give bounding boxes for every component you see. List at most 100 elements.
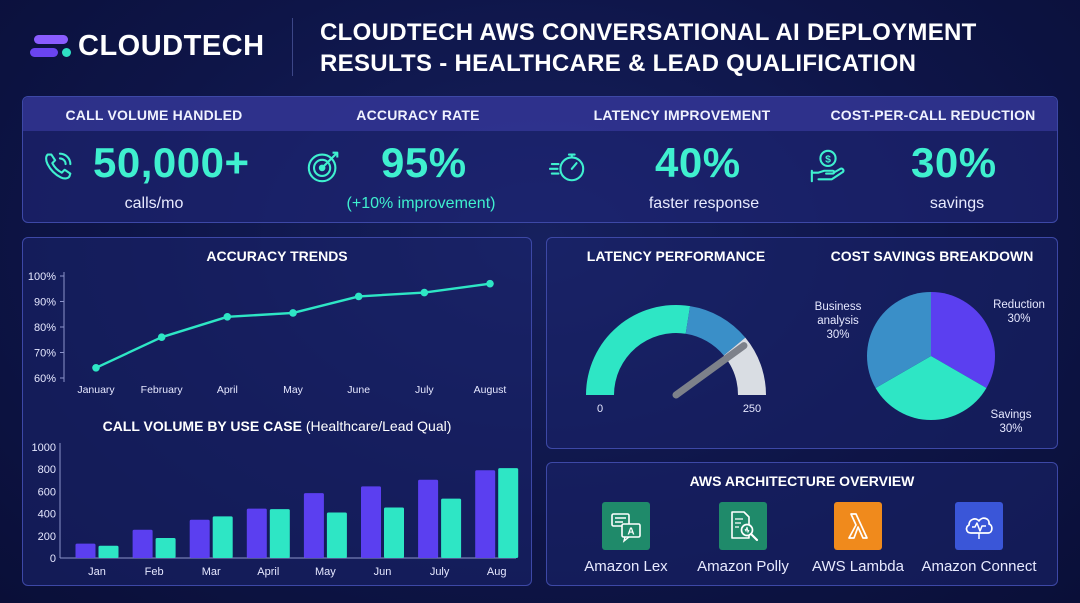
pie-label-reduction-pct: 30% [1007,313,1030,325]
brand-name: CLOUDTECH [78,29,265,62]
kpi-call-volume: CALL VOLUME HANDLED 50,000+ calls/mo [25,97,283,222]
gauge-segment-2 [685,306,746,356]
svg-text:A: A [627,527,634,538]
bar-series-2 [441,498,462,558]
kpi-value: 95% [381,139,467,186]
kpi-subtext: faster response [648,195,760,212]
x-tick-label: May [283,384,304,396]
call-volume-title-sub: (Healthcare/Lead Qual) [305,418,452,434]
kpi-label: COST-PER-CALL REDUCTION [830,107,1036,123]
arch-item-aws-lambda: AWS Lambda [793,502,923,575]
call-volume-bar-chart: 0 200 400 600 800 1000 Jan Feb Mar April May Jun Jul… [32,442,519,578]
amazon-connect-icon [955,502,1003,550]
accuracy-point [223,313,232,321]
accuracy-point [420,288,429,297]
bar-series-1 [361,486,381,558]
call-volume-chart-title: CALL VOLUME BY USE CASE (Healthcare/Lead… [22,418,532,434]
phone-call-icon [45,152,72,180]
accuracy-series-line [95,282,491,369]
x-tick-label: August [474,384,507,396]
x-tick-label: July [430,566,450,578]
accuracy-chart-title: ACCURACY TRENDS [206,248,348,264]
kpi-subtext: (+10% improvement) [346,195,496,212]
bar-series-2 [155,538,176,558]
kpi-value: 40% [655,139,741,186]
gauge-needle [672,342,748,399]
y-tick-label: 80% [34,322,56,334]
cost-savings-pie-chart: Reduction 30% Savings 30% Business analysis 30… [815,292,1045,435]
target-icon [307,151,339,183]
accuracy-line-chart: 60% 70% 80% 90% 100% January February April May J… [28,271,507,396]
bar-series-1 [475,470,496,558]
accuracy-point [289,309,297,317]
bar-series-2 [498,468,519,558]
arch-item-amazon-lex: A Amazon Lex [561,502,691,575]
amazon-polly-icon [719,502,767,550]
pie-slice-2 [875,356,987,420]
gauge-max-label: 250 [743,403,761,415]
pie-label-business: Business [815,301,862,313]
bar-series-1 [75,543,96,558]
arch-item-amazon-polly: Amazon Polly [678,502,808,575]
kpi-header-strip [23,97,1057,131]
gauge-segment-1 [586,305,691,395]
arch-label: AWS Lambda [812,558,904,575]
bar-series-2 [384,507,404,558]
page-title-line-2: RESULTS - HEALTHCARE & LEAD QUALIFICATIO… [320,50,917,77]
page-title: CLOUDTECH AWS CONVERSATIONAL AI DEPLOYME… [320,17,1060,79]
hand-coin-icon: $ [810,149,845,183]
kpi-subtext: calls/mo [124,195,184,212]
x-tick-label: February [141,384,184,396]
kpi-label: CALL VOLUME HANDLED [65,107,243,123]
amazon-lex-icon: A [602,502,650,550]
arch-item-amazon-connect: Amazon Connect [914,502,1044,575]
x-tick-label: July [415,384,434,396]
x-tick-label: April [217,384,238,396]
pie-slice-1 [931,292,995,388]
x-tick-label: Mar [202,566,221,578]
x-tick-label: June [347,384,370,396]
accuracy-point [486,279,494,288]
svg-text:$: $ [825,155,831,166]
x-tick-label: Aug [487,566,507,578]
pie-label-savings: Savings [991,409,1032,421]
arch-label: Amazon Polly [697,558,789,575]
call-volume-title-main: CALL VOLUME BY USE CASE [102,418,302,434]
y-tick-label: 600 [38,486,56,498]
cost-savings-chart-title: COST SAVINGS BREAKDOWN [830,248,1034,264]
header-divider [292,18,293,76]
kpi-label: LATENCY IMPROVEMENT [593,107,771,123]
y-tick-label: 90% [34,297,56,309]
pie-label-business-pct: 30% [826,329,849,341]
pie-label-analysis: analysis [817,315,859,327]
kpi-value: 50,000+ [93,139,250,186]
bar-series-2 [269,509,290,558]
kpi-panel: CALL VOLUME HANDLED 50,000+ calls/mo ACC… [22,96,1058,223]
kpi-cost-reduction: COST-PER-CALL REDUCTION $ 30% savings [807,97,1065,222]
arch-label: Amazon Lex [584,558,668,575]
x-tick-label: Jan [88,566,106,578]
bar-series-1 [418,479,439,558]
bar-series-2 [212,516,233,558]
kpi-subtext: savings [929,195,985,212]
x-tick-label: Jun [374,566,392,578]
gauge-min-label: 0 [597,403,603,415]
latency-gauge: 0 250 [586,305,766,415]
y-tick-label: 70% [34,348,56,360]
y-tick-label: 0 [50,553,56,565]
bar-series-2 [326,512,347,558]
x-tick-label: April [257,566,279,578]
y-tick-label: 60% [34,373,56,385]
bar-series-2 [98,545,119,558]
y-tick-label: 200 [38,531,56,543]
accuracy-point [92,364,100,372]
accuracy-point [354,292,363,301]
x-tick-label: Feb [145,566,164,578]
pie-label-savings-pct: 30% [999,423,1022,435]
y-tick-label: 100% [28,271,56,283]
bar-series-1 [132,529,153,558]
pie-label-reduction: Reduction [993,299,1045,311]
latency-chart-title: LATENCY PERFORMANCE [586,248,766,264]
brand-mark-icon [30,31,72,61]
x-tick-label: May [315,566,336,578]
